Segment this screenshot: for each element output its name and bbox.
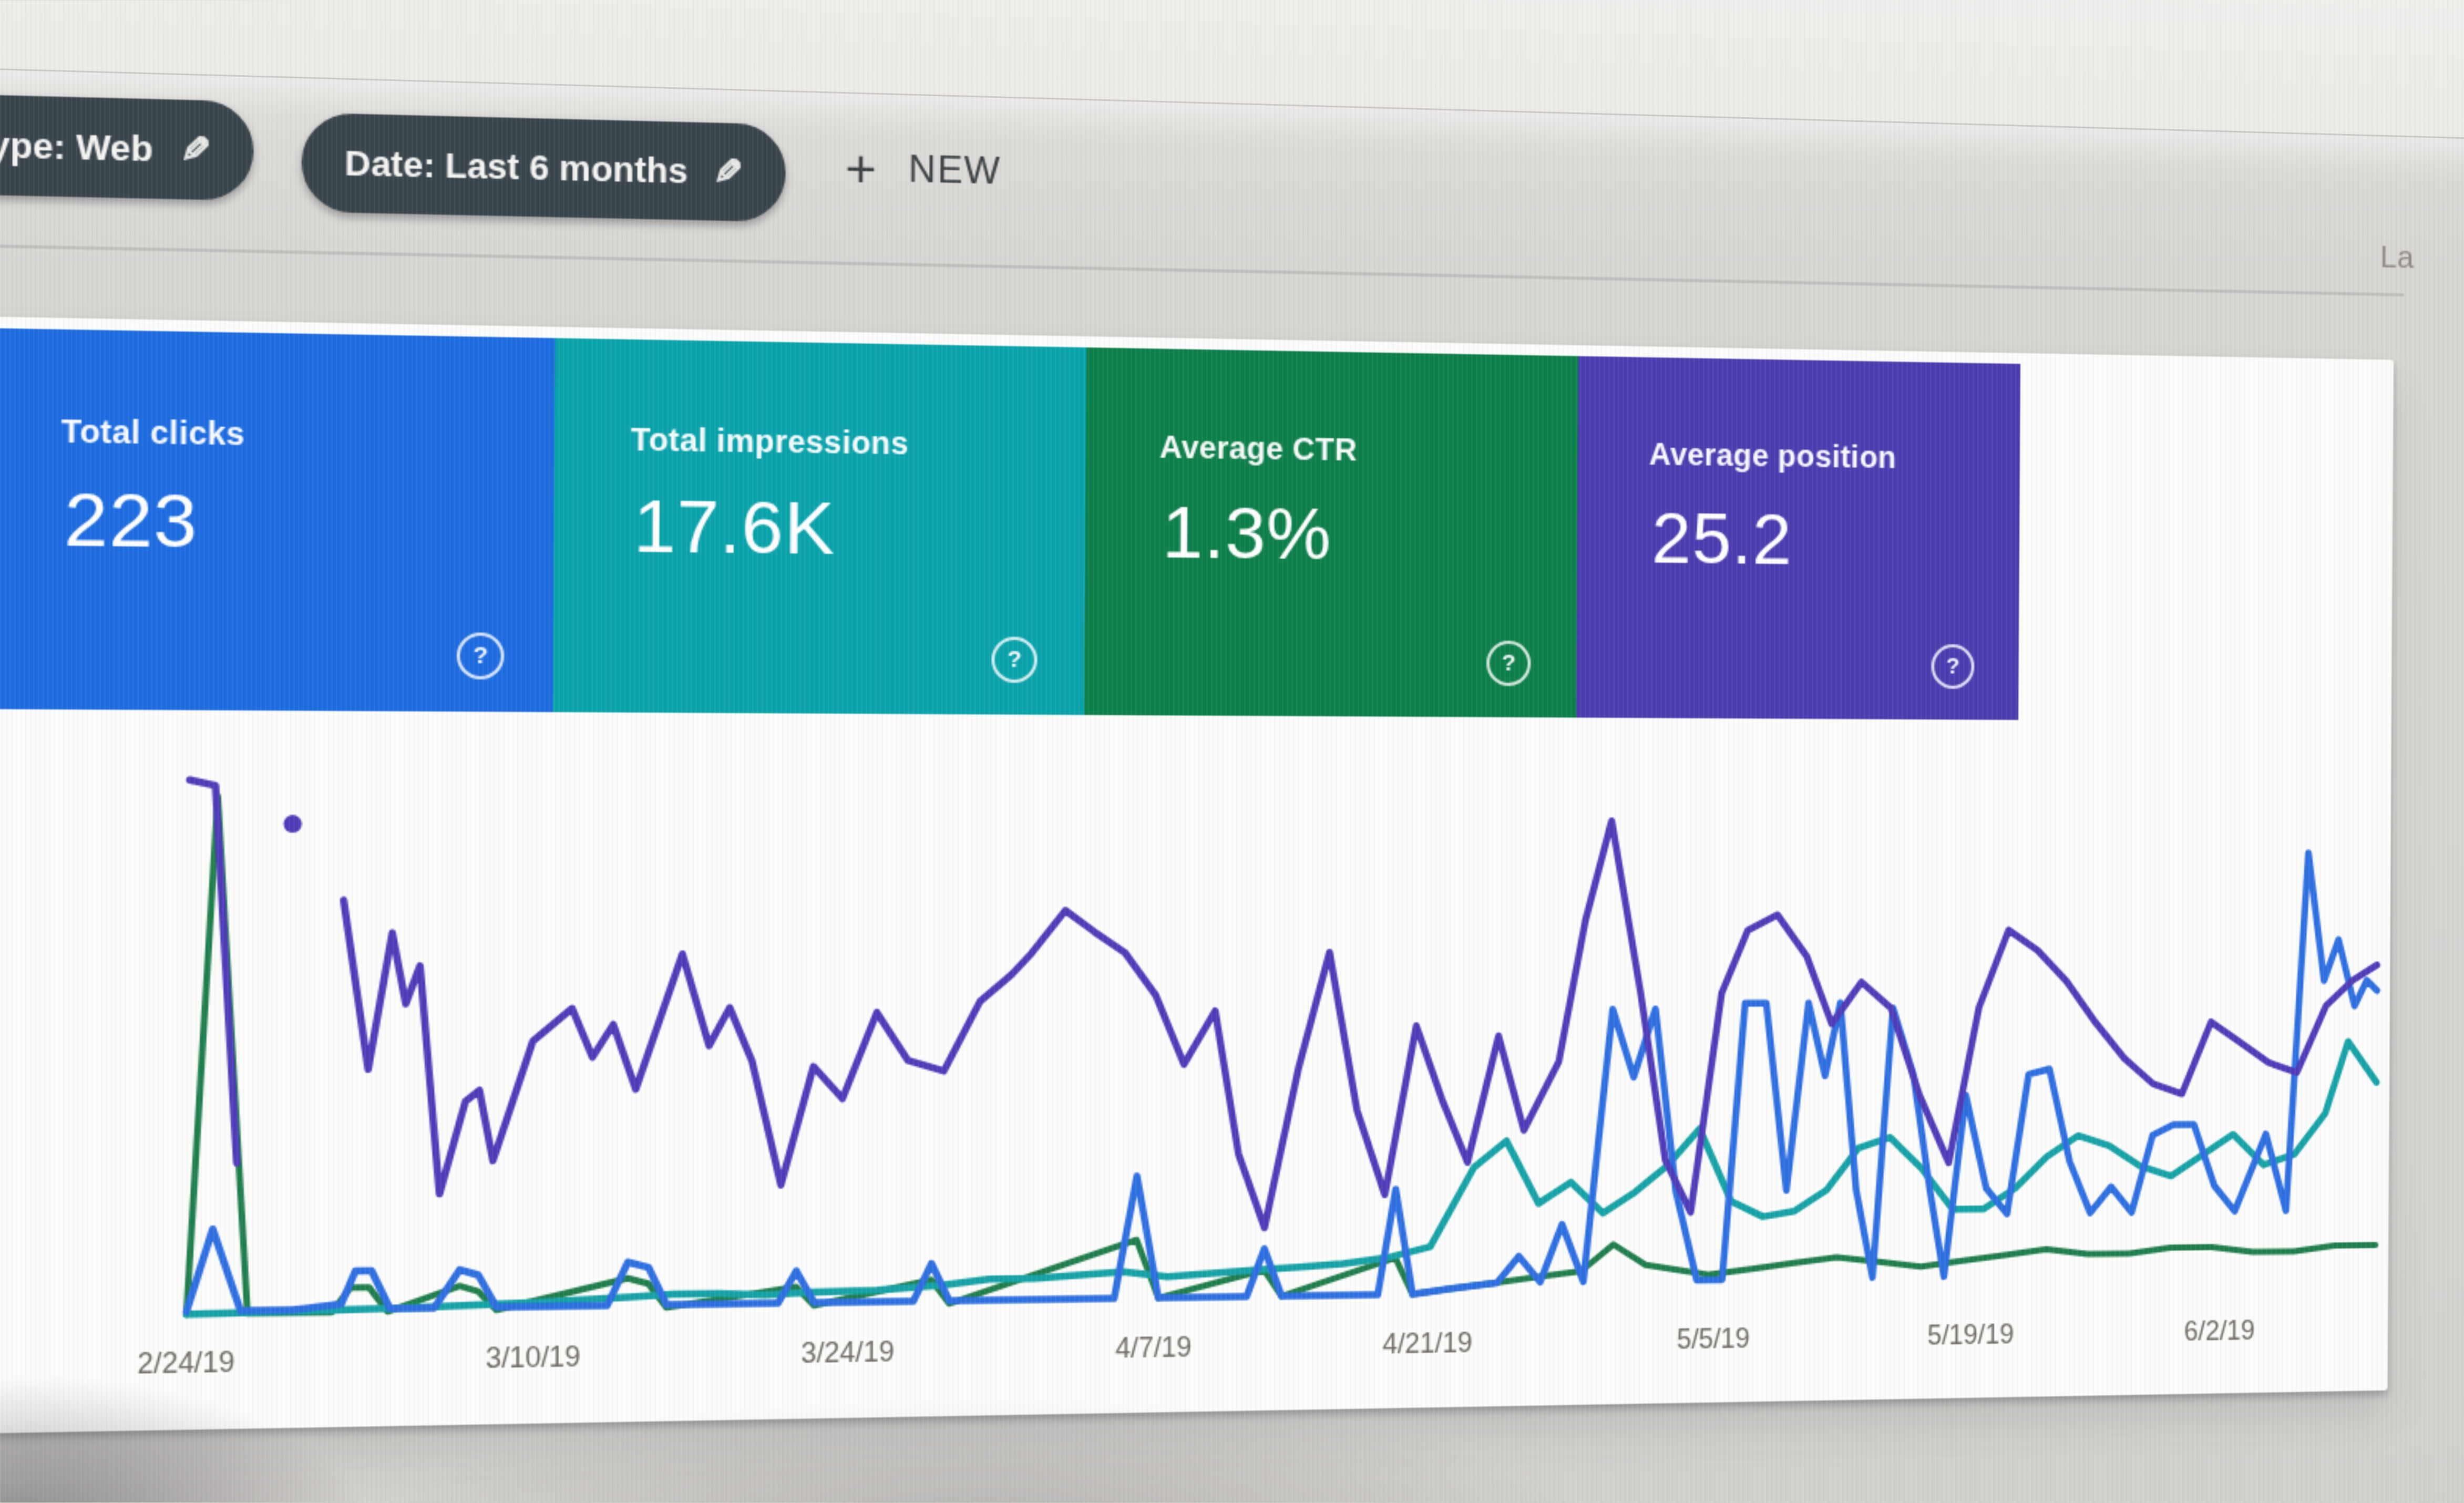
metric-card-label: Average position xyxy=(1649,438,1897,476)
help-icon[interactable]: ? xyxy=(1486,640,1531,686)
top-right-text-fragment: La xyxy=(2380,240,2414,276)
x-axis-label: 6/2/19 xyxy=(2184,1315,2255,1347)
metric-card-label: Average CTR xyxy=(1159,430,1358,469)
help-icon[interactable]: ? xyxy=(991,636,1038,683)
x-axis-label: 3/24/19 xyxy=(800,1335,895,1370)
metric-card-label: Total impressions xyxy=(631,423,909,462)
x-axis-label: 5/5/19 xyxy=(1676,1323,1750,1355)
performance-chart-svg xyxy=(187,769,2378,1317)
x-axis-label: 4/21/19 xyxy=(1382,1327,1473,1360)
x-axis-label: 2/24/19 xyxy=(137,1345,235,1380)
filter-chip-date-range[interactable]: Date: Last 6 months ✎ xyxy=(301,112,786,222)
help-icon[interactable]: ? xyxy=(456,632,505,680)
help-icon[interactable]: ? xyxy=(1931,644,1975,689)
plus-icon: + xyxy=(845,139,877,200)
metric-card-value: 17.6K xyxy=(633,482,836,570)
header-divider xyxy=(0,244,2404,297)
new-filter-label: NEW xyxy=(908,148,1002,194)
chart-line-clicks xyxy=(187,851,2378,1312)
metric-card-label: Total clicks xyxy=(61,414,245,454)
metric-cards-row: Total clicks 223 ? Total impressions 17.… xyxy=(0,328,2021,720)
new-filter-button[interactable]: + NEW xyxy=(845,139,1002,200)
filter-chip-search-type[interactable]: type: Web ✎ xyxy=(0,92,254,201)
performance-panel: Total clicks 223 ? Total impressions 17.… xyxy=(0,316,2394,1434)
x-axis-label: 3/10/19 xyxy=(485,1340,581,1375)
metric-card-average-position[interactable]: Average position 25.2 ? xyxy=(1576,356,2021,720)
filter-chip-date-range-label: Date: Last 6 months xyxy=(344,142,689,191)
filter-chip-search-type-label: type: Web xyxy=(0,123,153,169)
metric-card-value: 1.3% xyxy=(1162,489,1332,575)
metric-card-value: 25.2 xyxy=(1651,496,1793,580)
metric-card-total-impressions[interactable]: Total impressions 17.6K ? xyxy=(552,338,1087,715)
performance-chart[interactable]: 2/24/19 3/10/19 3/24/19 4/7/19 4/21/19 5/5/19… xyxy=(137,769,2378,1380)
chart-line-impressions xyxy=(187,1042,2377,1315)
x-axis-label: 5/19/19 xyxy=(1927,1319,2014,1351)
metric-card-value: 223 xyxy=(64,475,199,564)
app-content: type: Web ✎ Date: Last 6 months ✎ + NEW … xyxy=(0,92,2414,1434)
edit-pencil-icon[interactable]: ✎ xyxy=(713,150,744,192)
metric-card-average-ctr[interactable]: Average CTR 1.3% ? xyxy=(1084,347,1578,718)
edit-pencil-icon[interactable]: ✎ xyxy=(179,128,211,170)
metric-card-total-clicks[interactable]: Total clicks 223 ? xyxy=(0,328,556,713)
x-axis-label: 4/7/19 xyxy=(1115,1331,1192,1364)
chart-line-ctr xyxy=(187,796,2378,1314)
chart-point-position xyxy=(283,815,302,833)
